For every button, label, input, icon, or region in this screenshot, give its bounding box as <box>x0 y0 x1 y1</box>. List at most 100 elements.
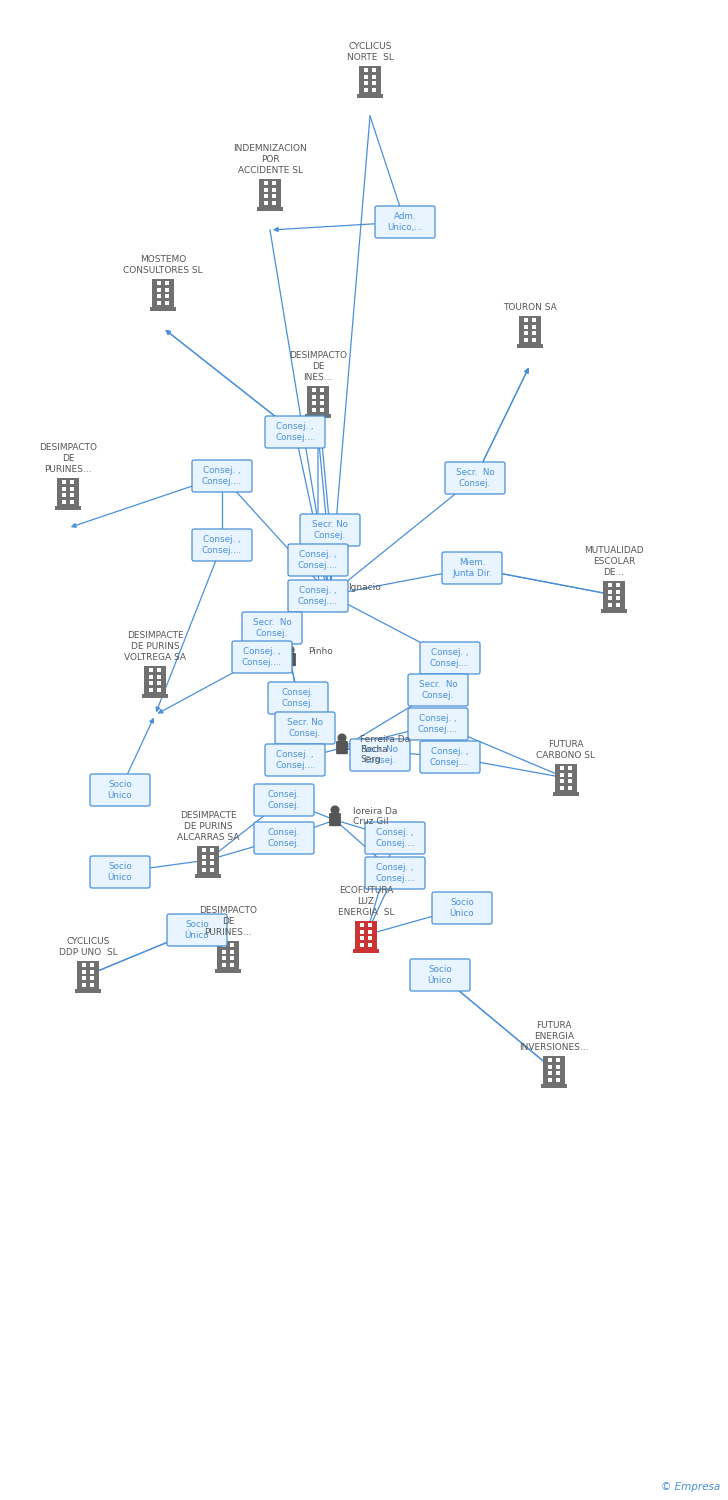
Bar <box>82 982 86 987</box>
Bar <box>230 944 234 948</box>
Bar <box>368 942 372 946</box>
Bar <box>312 394 316 399</box>
Text: DESIMPACTO: DESIMPACTO <box>199 906 257 915</box>
Bar <box>62 494 66 496</box>
Bar <box>82 963 86 968</box>
FancyBboxPatch shape <box>365 822 425 854</box>
Bar <box>569 778 572 783</box>
Text: Socio
Único: Socio Único <box>427 966 452 984</box>
Bar <box>608 603 612 606</box>
Bar <box>312 400 316 405</box>
Bar <box>71 480 74 484</box>
Text: Consej. ,
Consej....: Consej. , Consej.... <box>418 714 458 734</box>
FancyBboxPatch shape <box>408 674 468 706</box>
Bar <box>157 282 161 285</box>
Text: FUTURA: FUTURA <box>548 740 584 748</box>
FancyBboxPatch shape <box>420 642 480 674</box>
FancyBboxPatch shape <box>350 740 410 771</box>
Text: Consej. ,
Consej....: Consej. , Consej.... <box>430 747 470 766</box>
Bar <box>264 182 268 186</box>
Bar <box>360 930 364 934</box>
Bar <box>547 1059 552 1062</box>
Bar <box>90 982 95 987</box>
Bar <box>617 590 620 594</box>
Text: Consej. ,
Consej....: Consej. , Consej.... <box>298 586 338 606</box>
Text: Consej. ,
Consej....: Consej. , Consej.... <box>275 750 315 770</box>
Bar <box>547 1065 552 1070</box>
Text: Cruz Gil: Cruz Gil <box>353 818 389 827</box>
Bar <box>519 316 541 344</box>
Text: DE PURINS: DE PURINS <box>183 822 232 831</box>
Text: ACCIDENTE SL: ACCIDENTE SL <box>237 166 303 176</box>
Bar <box>165 294 170 298</box>
Bar <box>360 936 364 940</box>
Bar <box>603 580 625 609</box>
Bar <box>157 300 161 304</box>
Bar <box>165 282 170 285</box>
Bar <box>553 792 579 796</box>
Text: Consej. ,
Consej....: Consej. , Consej.... <box>275 423 315 441</box>
Text: PURINES...: PURINES... <box>44 465 92 474</box>
Bar <box>556 1077 561 1082</box>
Text: Consej. ,
Consej....: Consej. , Consej.... <box>298 550 338 570</box>
Text: Consej.
Consej.: Consej. Consej. <box>268 790 300 810</box>
Bar <box>55 506 81 510</box>
FancyBboxPatch shape <box>90 856 150 888</box>
Bar <box>617 596 620 600</box>
Bar <box>355 921 377 950</box>
FancyBboxPatch shape <box>300 514 360 546</box>
Text: Pinho: Pinho <box>308 648 333 657</box>
Text: Secr. No
Consej.: Secr. No Consej. <box>287 718 323 738</box>
Text: LUZ: LUZ <box>357 897 374 906</box>
Bar <box>75 988 101 993</box>
Bar <box>202 867 206 871</box>
Bar <box>217 940 239 969</box>
Bar <box>149 687 153 692</box>
Circle shape <box>338 734 346 742</box>
Bar <box>197 846 219 874</box>
Bar <box>150 308 176 310</box>
FancyBboxPatch shape <box>90 774 150 806</box>
Bar <box>555 764 577 792</box>
Text: POR: POR <box>261 154 280 164</box>
Bar <box>62 480 66 484</box>
Text: Socio
Único: Socio Único <box>108 862 132 882</box>
Bar <box>560 778 563 783</box>
FancyBboxPatch shape <box>265 744 325 776</box>
Bar <box>257 207 283 212</box>
Bar <box>149 681 153 686</box>
Bar <box>157 669 162 672</box>
Bar <box>157 681 162 686</box>
Text: ESCOLAR: ESCOLAR <box>593 556 635 566</box>
FancyBboxPatch shape <box>192 530 252 561</box>
Text: Consej.
Consej.: Consej. Consej. <box>268 828 300 848</box>
Bar <box>359 66 381 94</box>
Bar <box>90 963 95 968</box>
Bar <box>556 1059 561 1062</box>
Bar <box>320 400 325 405</box>
Bar <box>152 279 174 308</box>
Text: DE...: DE... <box>604 568 625 578</box>
FancyBboxPatch shape <box>420 741 480 772</box>
Bar <box>305 414 331 419</box>
Bar <box>543 1056 565 1084</box>
Bar <box>77 962 99 988</box>
FancyBboxPatch shape <box>232 640 292 674</box>
Text: Secr.  No
Consej.: Secr. No Consej. <box>419 681 457 699</box>
Bar <box>517 344 543 348</box>
Bar <box>71 488 74 490</box>
Bar <box>368 924 372 927</box>
Bar <box>71 500 74 504</box>
Bar <box>165 300 170 304</box>
Bar <box>210 849 214 852</box>
FancyBboxPatch shape <box>268 682 328 714</box>
Text: Secr. No
Consej.: Secr. No Consej. <box>362 746 398 765</box>
Text: MOSTEMO: MOSTEMO <box>140 255 186 264</box>
Bar <box>264 194 268 198</box>
Bar <box>307 386 329 414</box>
Bar <box>364 87 368 92</box>
Text: ECOFUTURA: ECOFUTURA <box>339 886 393 896</box>
FancyBboxPatch shape <box>288 544 348 576</box>
Text: DE: DE <box>62 454 74 464</box>
Bar <box>202 849 206 852</box>
